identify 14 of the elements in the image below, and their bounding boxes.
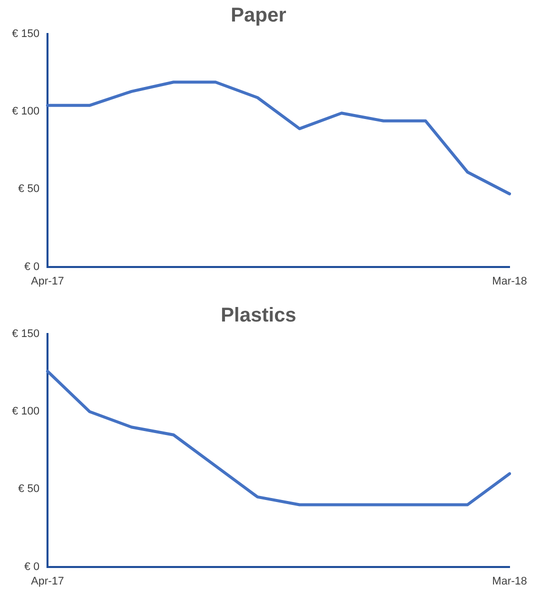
x-tick-label: Apr-17 <box>31 575 64 588</box>
x-tick-label: Apr-17 <box>31 275 64 288</box>
chart-title: Paper <box>230 4 287 27</box>
x-tick-label: Mar-18 <box>492 575 527 588</box>
y-tick-label: € 50 <box>18 483 40 496</box>
y-tick-label: € 0 <box>24 560 40 573</box>
chart-title: Plastics <box>220 304 296 327</box>
y-tick-label: € 100 <box>12 406 40 418</box>
x-tick-label: Mar-18 <box>492 275 527 288</box>
y-tick-label: € 0 <box>24 260 40 273</box>
y-tick-label: € 150 <box>12 28 40 40</box>
y-tick-label: € 50 <box>18 183 40 196</box>
y-tick-label: € 150 <box>12 328 40 340</box>
y-tick-label: € 100 <box>12 106 40 118</box>
